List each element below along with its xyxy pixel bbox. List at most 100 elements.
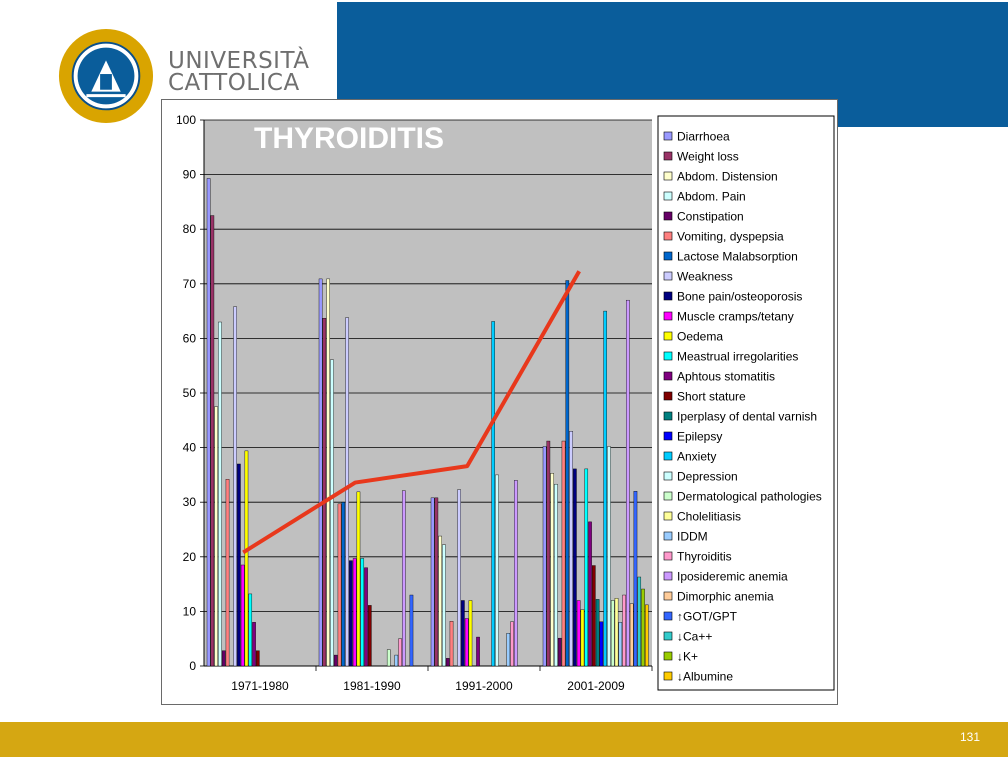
legend-label: ↑GOT/GPT: [677, 610, 738, 624]
bar-2-2: [438, 535, 442, 667]
y-tick-label: 60: [183, 331, 197, 345]
y-tick-label: 90: [183, 168, 197, 182]
x-category-label: 1991-2000: [455, 679, 513, 693]
legend-swatch: [663, 391, 673, 401]
legend-label: Iperplasy of dental varnish: [677, 410, 817, 424]
bar-1-3: [546, 440, 551, 667]
bar-10-0: [244, 450, 249, 667]
bar-14-3: [595, 599, 600, 667]
bar-7-0: [233, 306, 237, 667]
legend-swatch: [663, 151, 673, 161]
bar-15-3: [599, 621, 604, 667]
bar-3-0: [218, 321, 222, 667]
legend-swatch: [663, 171, 673, 181]
bar-2-3: [550, 473, 554, 667]
legend-label: ↓K+: [677, 650, 698, 664]
y-tick-label: 100: [176, 113, 196, 127]
bar-0-0: [206, 178, 211, 667]
legend-swatch: [663, 351, 673, 361]
legend-swatch: [663, 371, 673, 381]
bar-0-2: [430, 497, 435, 667]
legend-swatch: [663, 291, 673, 301]
y-tick-label: 0: [189, 659, 196, 673]
bar-13-0: [256, 650, 260, 667]
bar-5-0: [225, 479, 230, 667]
y-tick-label: 50: [183, 386, 197, 400]
bar-0-1: [318, 278, 323, 667]
bar-6-1: [341, 502, 346, 667]
bar-10-1: [356, 491, 361, 667]
legend-label: Bone pain/osteoporosis: [677, 290, 802, 304]
bar-7-3: [569, 431, 573, 667]
bar-17-3: [607, 446, 611, 667]
legend-swatch: [663, 511, 673, 521]
legend-label: ↓Albumine: [677, 670, 733, 684]
bar-8-3: [573, 468, 577, 667]
bar-9-3: [576, 600, 581, 667]
chart-title: THYROIDITIS: [254, 122, 444, 155]
legend-swatch: [663, 531, 673, 541]
legend-label: Constipation: [677, 210, 744, 224]
bar-4-2: [445, 658, 450, 667]
legend-label: Iposideremic anemia: [677, 570, 788, 584]
legend-label: Abdom. Pain: [677, 190, 746, 204]
bar-9-2: [464, 618, 469, 667]
y-tick-label: 70: [183, 277, 197, 291]
legend-label: Oedema: [677, 330, 723, 344]
bar-19-3: [614, 598, 619, 667]
bar-13-1: [368, 605, 372, 667]
bar-6-3: [565, 280, 570, 667]
bar-0-3: [542, 446, 547, 667]
bar-9-1: [352, 558, 357, 667]
bar-7-2: [457, 489, 461, 667]
bar-18-3: [610, 600, 615, 667]
legend-label: Lactose Malabsorption: [677, 250, 798, 264]
bar-12-2: [476, 636, 480, 667]
bar-1-1: [322, 317, 327, 667]
legend-label: IDDM: [677, 530, 708, 544]
bar-20-3: [618, 622, 623, 667]
y-tick-label: 30: [183, 495, 197, 509]
bar-2-0: [214, 406, 218, 667]
logo-line-1: UNIVERSITÀ: [168, 48, 310, 74]
legend-label: Vomiting, dyspepsia: [677, 230, 784, 244]
bar-20-2: [506, 633, 511, 667]
bar-12-0: [252, 622, 256, 667]
legend-swatch: [663, 651, 673, 661]
legend-swatch: [663, 191, 673, 201]
bar-11-0: [248, 593, 253, 667]
bar-10-3: [580, 609, 585, 667]
legend-swatch: [663, 311, 673, 321]
y-tick-label: 80: [183, 222, 197, 236]
bar-22-2: [514, 480, 518, 667]
chart-frame: 0 10 20 30 40 50 60 70 80 90 100 1971-1980 1981-1990…: [161, 99, 838, 705]
bar-8-2: [461, 600, 465, 667]
bar-12-3: [588, 521, 592, 667]
bar-1-0: [210, 215, 215, 667]
bar-2-1: [326, 278, 330, 667]
university-wordmark: UNIVERSITÀ CATTOLICA: [168, 48, 310, 95]
bar-4-0: [221, 650, 226, 667]
bar-22-3: [626, 299, 630, 667]
legend-label: Weakness: [677, 270, 733, 284]
bar-8-1: [349, 560, 353, 667]
legend-label: Short stature: [677, 390, 746, 404]
bar-8-0: [237, 463, 241, 667]
legend-label: Cholelitiasis: [677, 510, 741, 524]
legend-swatch: [663, 551, 673, 561]
legend-label: Muscle cramps/tetany: [677, 310, 794, 324]
bar-16-2: [491, 321, 495, 667]
bar-5-3: [561, 440, 566, 667]
bar-21-1: [398, 638, 402, 667]
bar-22-1: [402, 490, 406, 667]
legend-label: ↓Ca++: [677, 630, 712, 644]
legend-swatch: [663, 331, 673, 341]
bar-18-1: [386, 649, 391, 667]
legend-swatch: [663, 671, 673, 681]
page-number: 131: [959, 730, 980, 744]
bar-21-3: [622, 594, 626, 667]
bar-11-3: [584, 468, 589, 667]
legend-swatch: [663, 631, 673, 641]
bar-23-3: [629, 603, 634, 667]
legend-swatch: [663, 471, 673, 481]
